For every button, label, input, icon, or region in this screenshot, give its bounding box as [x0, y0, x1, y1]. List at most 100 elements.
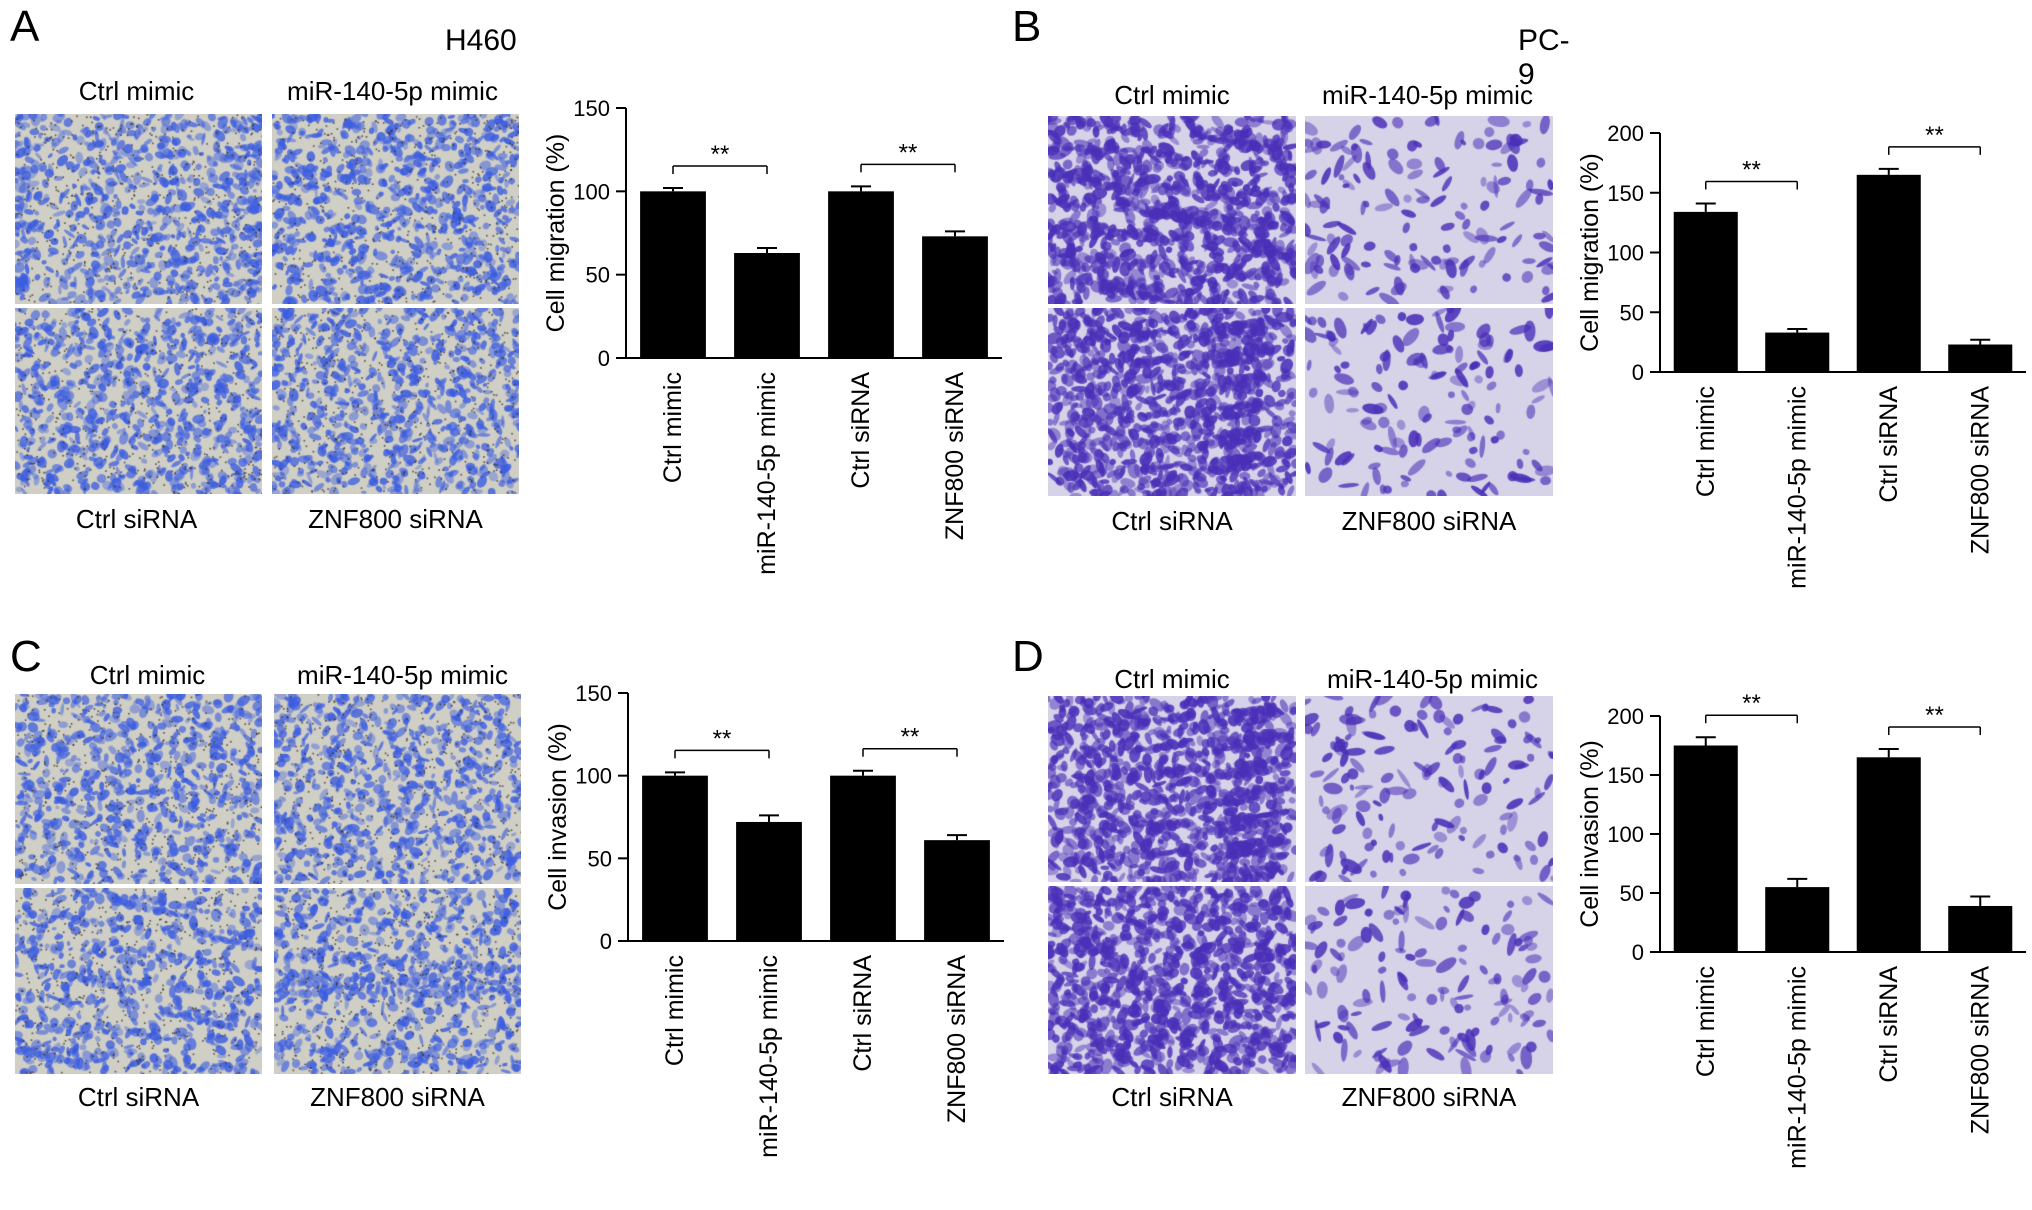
significance-label: **	[711, 141, 730, 168]
bar	[734, 253, 800, 358]
image-label-ctrl-mimic: Ctrl mimic	[1114, 80, 1230, 110]
micrograph-ctrl-mimic	[1048, 696, 1296, 882]
y-tick-label: 50	[586, 263, 610, 288]
image-label-znf800-sirna: ZNF800 siRNA	[1341, 1082, 1517, 1112]
image-label-ctrl-mimic: Ctrl mimic	[89, 660, 206, 690]
y-tick-label: 150	[1607, 181, 1644, 206]
bar	[736, 821, 802, 941]
micrograph-ctrl-mimic	[15, 694, 262, 884]
category-label: Ctrl siRNA	[1875, 386, 1903, 503]
significance-label: **	[1742, 157, 1761, 184]
bar	[1948, 905, 2013, 952]
category-label: Ctrl mimic	[1692, 966, 1720, 1077]
image-label-ctrl-sirna: Ctrl siRNA	[1111, 1082, 1233, 1112]
y-axis-label: Cell invasion (%)	[544, 723, 572, 911]
image-label-mir-mimic: miR-140-5p mimic	[287, 76, 498, 106]
micrograph-ctrl-sirna	[15, 308, 262, 494]
bar	[1673, 745, 1738, 952]
image-label-ctrl-mimic: Ctrl mimic	[78, 76, 195, 106]
category-label: ZNF800 siRNA	[1966, 966, 1994, 1134]
micrograph-znf800-sirna	[274, 888, 521, 1074]
bar	[1765, 332, 1830, 372]
micrograph-ctrl-sirna	[15, 888, 262, 1074]
micrograph-mir-mimic	[1305, 696, 1553, 882]
micrograph-znf800-sirna	[1305, 308, 1553, 496]
bar	[1948, 344, 2013, 372]
micrograph-mir-mimic	[272, 114, 519, 304]
y-tick-label: 100	[1607, 822, 1644, 847]
y-tick-label: 0	[1632, 360, 1644, 385]
bar	[828, 191, 894, 358]
micrograph-znf800-sirna	[1305, 886, 1553, 1074]
panel-letter: C	[10, 632, 42, 681]
significance-label: **	[1742, 690, 1761, 717]
image-label-znf800-sirna: ZNF800 siRNA	[308, 504, 483, 534]
micrograph-mir-mimic	[274, 694, 521, 884]
category-label: ZNF800 siRNA	[943, 955, 971, 1123]
micrograph-ctrl-sirna	[1048, 308, 1296, 496]
category-label: Ctrl siRNA	[1875, 966, 1903, 1083]
category-label: ZNF800 siRNA	[1966, 386, 1994, 554]
bar	[922, 236, 988, 358]
bar	[924, 840, 990, 941]
significance-label: **	[899, 139, 918, 166]
micrograph-ctrl-sirna	[1048, 886, 1296, 1074]
image-label-ctrl-sirna: Ctrl siRNA	[1111, 506, 1233, 536]
y-axis-label: Cell invasion (%)	[1576, 740, 1604, 928]
bar	[1765, 887, 1830, 952]
bar	[642, 775, 708, 941]
micrograph-ctrl-mimic	[1048, 116, 1296, 304]
y-tick-label: 100	[573, 179, 610, 204]
category-label: miR-140-5p mimic	[753, 372, 781, 575]
bar	[1856, 757, 1921, 952]
micrograph-ctrl-mimic	[15, 114, 262, 304]
category-label: Ctrl siRNA	[849, 955, 877, 1072]
y-tick-label: 50	[1620, 881, 1644, 906]
image-label-znf800-sirna: ZNF800 siRNA	[310, 1082, 485, 1112]
image-label-ctrl-sirna: Ctrl siRNA	[77, 1082, 200, 1112]
image-label-ctrl-sirna: Ctrl siRNA	[75, 504, 198, 534]
category-label: Ctrl mimic	[661, 955, 689, 1066]
cell-line-label: PC-9	[1518, 24, 1570, 91]
image-label-mir-mimic: miR-140-5p mimic	[1327, 664, 1538, 694]
y-tick-label: 150	[1607, 763, 1644, 788]
micrograph-mir-mimic	[1305, 116, 1553, 304]
panel-letter: B	[1012, 2, 1042, 51]
image-label-znf800-sirna: ZNF800 siRNA	[1341, 506, 1517, 536]
bar	[1673, 211, 1738, 372]
y-tick-label: 0	[598, 346, 610, 371]
panel-letter: D	[1012, 632, 1044, 681]
category-label: ZNF800 siRNA	[941, 372, 969, 540]
image-label-mir-mimic: miR-140-5p mimic	[297, 660, 508, 690]
y-tick-label: 0	[1632, 940, 1644, 965]
category-label: Ctrl siRNA	[847, 372, 875, 489]
significance-label: **	[713, 725, 732, 752]
y-tick-label: 150	[573, 96, 610, 121]
category-label: miR-140-5p mimic	[755, 955, 783, 1158]
y-axis-label: Cell migration (%)	[1576, 153, 1604, 352]
y-tick-label: 200	[1607, 121, 1644, 146]
y-tick-label: 200	[1607, 704, 1644, 729]
bar	[1856, 174, 1921, 372]
panel-letter: A	[10, 2, 40, 51]
significance-label: **	[1925, 122, 1944, 149]
significance-label: **	[901, 724, 920, 751]
y-tick-label: 100	[1607, 241, 1644, 266]
y-tick-label: 150	[575, 681, 612, 706]
category-label: miR-140-5p mimic	[1783, 386, 1811, 589]
category-label: Ctrl mimic	[1692, 386, 1720, 497]
category-label: miR-140-5p mimic	[1783, 966, 1811, 1169]
image-label-ctrl-mimic: Ctrl mimic	[1114, 664, 1230, 694]
y-tick-label: 0	[600, 929, 612, 954]
y-axis-label: Cell migration (%)	[542, 134, 570, 333]
bar	[640, 191, 706, 358]
bar	[830, 775, 896, 941]
y-tick-label: 50	[1620, 300, 1644, 325]
y-tick-label: 100	[575, 764, 612, 789]
significance-label: **	[1925, 702, 1944, 729]
micrograph-znf800-sirna	[272, 308, 519, 494]
